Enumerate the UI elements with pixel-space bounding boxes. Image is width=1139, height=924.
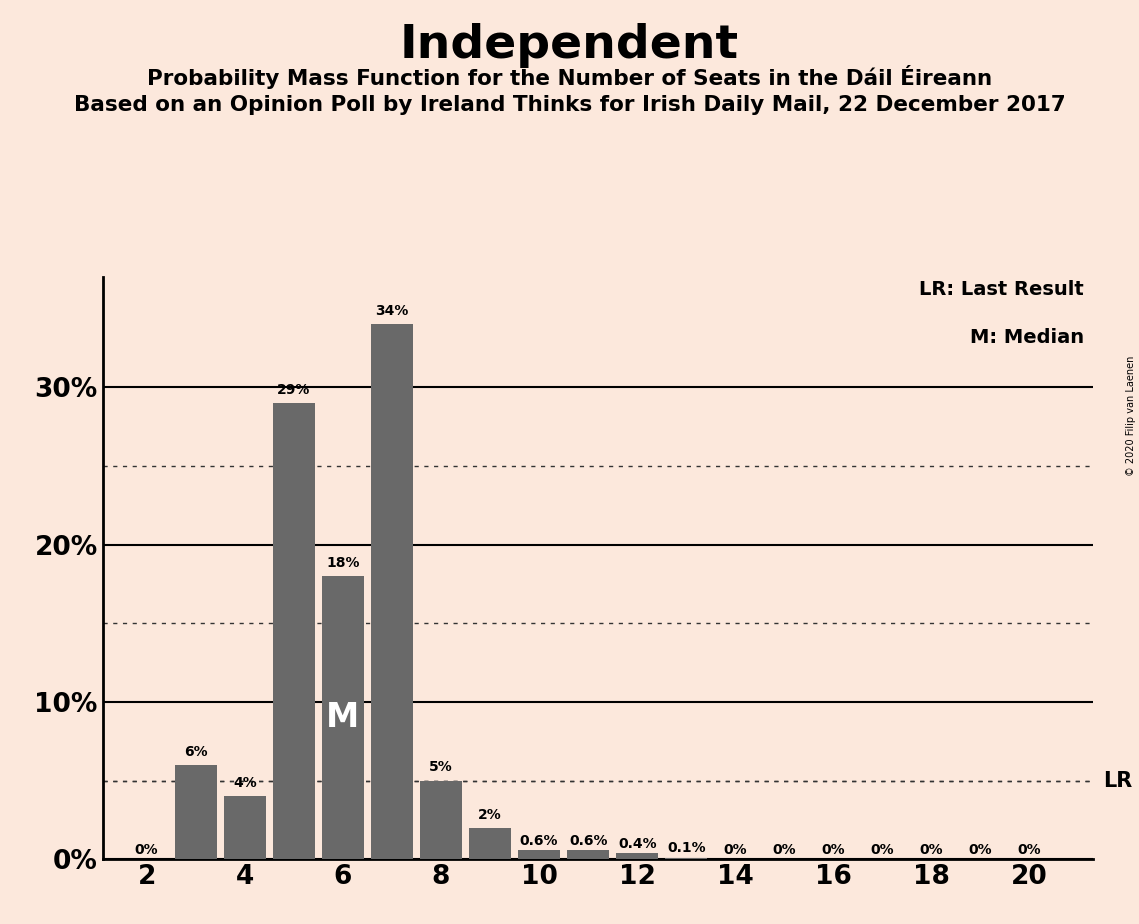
Text: © 2020 Filip van Laenen: © 2020 Filip van Laenen — [1125, 356, 1136, 476]
Text: M: M — [326, 701, 360, 735]
Text: 0%: 0% — [1018, 843, 1041, 857]
Bar — [224, 796, 265, 859]
Text: 0.1%: 0.1% — [667, 842, 705, 856]
Bar — [273, 403, 314, 859]
Text: 0%: 0% — [134, 843, 158, 857]
Text: 5%: 5% — [429, 760, 453, 774]
Text: 0%: 0% — [821, 843, 845, 857]
Bar — [518, 850, 560, 859]
Text: 2%: 2% — [478, 808, 502, 821]
Text: Probability Mass Function for the Number of Seats in the Dáil Éireann: Probability Mass Function for the Number… — [147, 65, 992, 89]
Bar — [665, 857, 707, 859]
Text: 6%: 6% — [183, 745, 207, 759]
Bar — [567, 850, 609, 859]
Text: 18%: 18% — [326, 556, 360, 570]
Bar — [469, 828, 511, 859]
Bar — [371, 324, 412, 859]
Text: 0.6%: 0.6% — [519, 833, 558, 847]
Text: M: Median: M: Median — [969, 327, 1083, 346]
Text: 0.4%: 0.4% — [617, 836, 656, 851]
Text: 0%: 0% — [870, 843, 894, 857]
Text: Based on an Opinion Poll by Ireland Thinks for Irish Daily Mail, 22 December 201: Based on an Opinion Poll by Ireland Thin… — [74, 95, 1065, 116]
Text: 0%: 0% — [723, 843, 747, 857]
Bar — [322, 577, 363, 859]
Text: 0.6%: 0.6% — [568, 833, 607, 847]
Text: Independent: Independent — [400, 23, 739, 68]
Text: LR: LR — [1104, 771, 1132, 791]
Text: 0%: 0% — [772, 843, 796, 857]
Bar — [420, 781, 461, 859]
Text: 0%: 0% — [969, 843, 992, 857]
Bar — [616, 853, 658, 859]
Text: 29%: 29% — [277, 383, 311, 396]
Text: 0%: 0% — [920, 843, 943, 857]
Text: 4%: 4% — [232, 776, 256, 790]
Text: LR: Last Result: LR: Last Result — [919, 280, 1083, 299]
Bar — [175, 765, 216, 859]
Text: 34%: 34% — [375, 304, 409, 318]
